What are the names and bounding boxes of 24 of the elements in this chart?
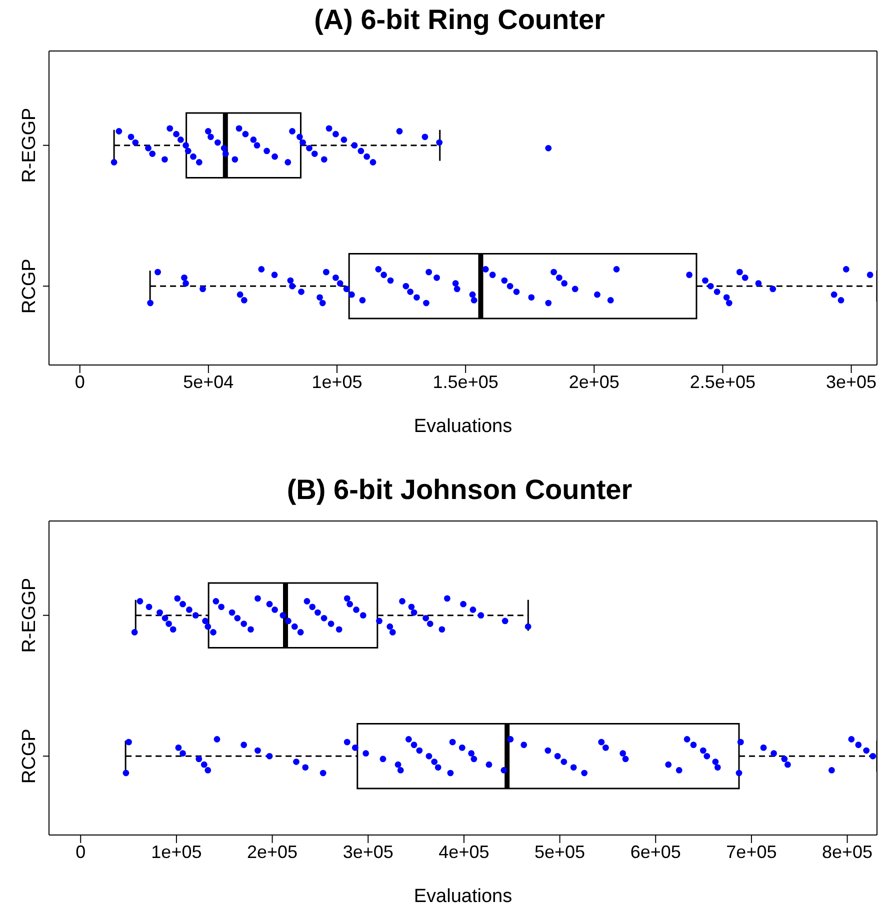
x-tick-label: 1e+05 [151, 842, 202, 862]
y-tick-label: R-EGGP [19, 108, 40, 183]
y-tick-label: RCGP [19, 728, 40, 784]
x-tick-label: 2.5e+05 [690, 372, 756, 392]
x-tick-label: 0 [76, 842, 86, 862]
x-tick-label: 0 [74, 372, 85, 392]
x-tick-label: 1.5e+05 [432, 372, 498, 392]
chart-title: (B) 6-bit Johnson Counter [286, 473, 634, 507]
x-tick-label: 5e+05 [534, 842, 586, 862]
y-tick-label: RCGP [19, 258, 40, 314]
x-tick-label: 8e+05 [822, 842, 873, 862]
x-tick-label: 5e+04 [183, 372, 234, 392]
x-axis-title: Evaluations [414, 886, 512, 907]
x-tick-label: 2e+05 [568, 372, 620, 392]
x-axis-title: Evaluations [414, 416, 512, 437]
y-tick-label: R-EGGP [19, 578, 40, 653]
x-tick-label: 1e+05 [312, 372, 362, 392]
x-tick-label: 3e+05 [826, 372, 877, 392]
chart-title: (A) 6-bit Ring Counter [313, 3, 606, 37]
x-tick-label: 7e+05 [726, 842, 777, 862]
x-tick-label: 6e+05 [630, 842, 681, 862]
x-tick-label: 2e+05 [247, 842, 298, 862]
x-tick-label: 4e+05 [438, 842, 490, 862]
x-tick-label: 3e+05 [342, 842, 394, 862]
